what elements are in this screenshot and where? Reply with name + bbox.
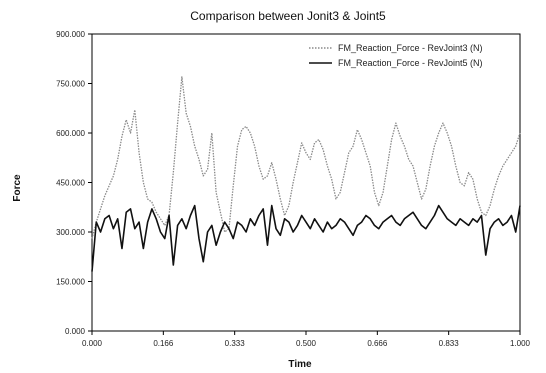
series-layer bbox=[91, 76, 521, 272]
series-line-revjoint5 bbox=[91, 204, 521, 272]
plot-area bbox=[91, 33, 521, 332]
y-tick-label: 600.000 bbox=[56, 129, 85, 138]
y-axis: 0.000 150.000 300.000 450.000 600.000 750.000… bbox=[56, 30, 92, 336]
y-tick-label: 750.000 bbox=[56, 80, 85, 89]
x-tick-label: 1.000 bbox=[510, 339, 531, 348]
chart-title: Comparison between Jonit3 & Joint5 bbox=[190, 9, 386, 23]
x-tick-label: 0.000 bbox=[82, 339, 103, 348]
y-tick-label: 150.000 bbox=[56, 278, 85, 287]
y-tick-label: 300.000 bbox=[56, 228, 85, 237]
x-axis: 0.000 0.166 0.333 0.500 0.666 0.833 1.000 bbox=[82, 331, 531, 348]
y-tick-label: 0.000 bbox=[65, 327, 86, 336]
x-tick-label: 0.500 bbox=[296, 339, 317, 348]
x-axis-title: Time bbox=[288, 359, 312, 370]
x-tick-label: 0.666 bbox=[367, 339, 388, 348]
series-line-revjoint3 bbox=[91, 76, 521, 239]
legend: FM_Reaction_Force - RevJoint3 (N) FM_Rea… bbox=[309, 43, 483, 68]
legend-label-revjoint3: FM_Reaction_Force - RevJoint3 (N) bbox=[338, 43, 483, 53]
x-tick-label: 0.833 bbox=[439, 339, 460, 348]
y-tick-label: 900.000 bbox=[56, 30, 85, 39]
x-tick-label: 0.166 bbox=[153, 339, 174, 348]
y-tick-label: 450.000 bbox=[56, 179, 85, 188]
legend-label-revjoint5: FM_Reaction_Force - RevJoint5 (N) bbox=[338, 58, 483, 68]
y-axis-title: Force bbox=[12, 174, 23, 202]
x-tick-label: 0.333 bbox=[225, 339, 246, 348]
